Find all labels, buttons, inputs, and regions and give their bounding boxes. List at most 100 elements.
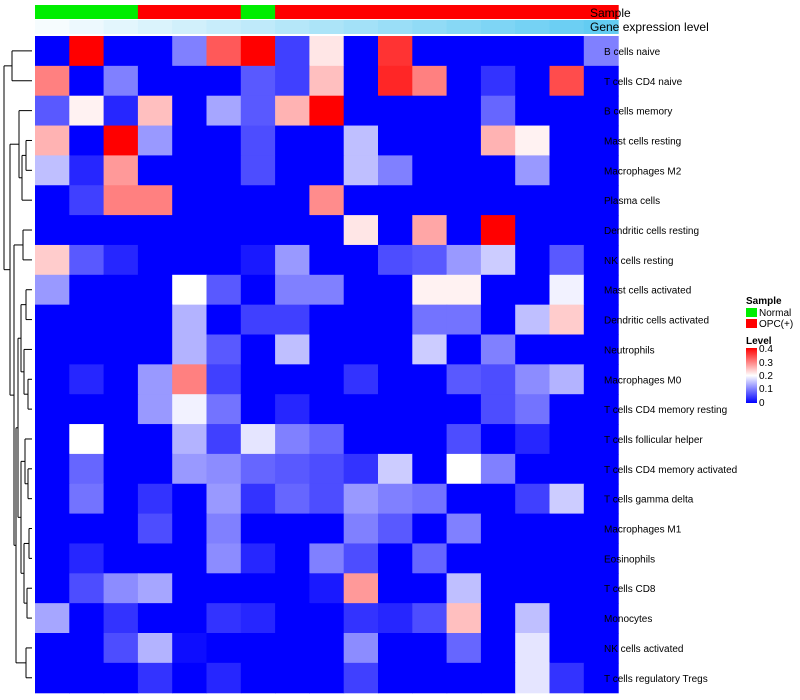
- heatmap-cell: [35, 424, 70, 455]
- heatmap-cell: [515, 95, 551, 127]
- heatmap-cell: [412, 95, 448, 127]
- heatmap-cell: [549, 244, 585, 276]
- heatmap-cell: [515, 65, 551, 97]
- heatmap-cell: [343, 633, 379, 664]
- heatmap-cell: [549, 274, 585, 306]
- heatmap-cell: [583, 453, 619, 485]
- heatmap-cell: [206, 274, 242, 306]
- heatmap-cell: [206, 543, 242, 574]
- heatmap-cell: [103, 244, 139, 276]
- heatmap-cell: [343, 95, 379, 127]
- heatmap-cell: [343, 543, 379, 574]
- heatmap-cell: [103, 483, 139, 515]
- heatmap-cell: [549, 573, 585, 604]
- heatmap-cell: [515, 424, 551, 455]
- heatmap-cell: [103, 36, 139, 67]
- heatmap-cell: [583, 304, 619, 336]
- heatmap-cell: [412, 513, 448, 545]
- heatmap-cell: [309, 244, 345, 276]
- sample-annotation-cell: [103, 5, 139, 19]
- heatmap-cell: [480, 36, 516, 67]
- heatmap-cell: [309, 185, 345, 216]
- heatmap-cell: [35, 543, 70, 574]
- heatmap-cell: [412, 543, 448, 574]
- row-label: T cells CD4 naive: [604, 77, 683, 88]
- heatmap-cell: [446, 453, 482, 485]
- expression-annotation-cell: [103, 20, 139, 34]
- heatmap-cell: [378, 424, 413, 455]
- sample-annotation-cell: [446, 5, 482, 19]
- heatmap-cell: [103, 364, 139, 395]
- legend: Sample Normal OPC(+) Level 0.4 0.3 0.2 0…: [746, 296, 793, 409]
- heatmap-cell: [275, 334, 310, 365]
- heatmap-cell: [549, 95, 585, 127]
- heatmap-cell: [480, 185, 516, 216]
- expression-annotation-cell: [549, 20, 585, 34]
- heatmap-cell: [69, 394, 105, 425]
- heatmap-cell: [515, 603, 551, 634]
- heatmap-cell: [172, 543, 208, 574]
- heatmap-cell: [309, 573, 345, 604]
- heatmap-cell: [69, 274, 105, 306]
- expression-annotation-cell: [206, 20, 242, 34]
- row-label: Monocytes: [604, 614, 652, 625]
- sample-annotation-cell: [275, 5, 310, 19]
- heatmap-cell: [515, 394, 551, 425]
- heatmap-cell: [206, 633, 242, 664]
- heatmap-cell: [172, 95, 208, 127]
- heatmap-cell: [583, 573, 619, 604]
- heatmap-cell: [35, 244, 70, 276]
- heatmap-cell: [309, 394, 345, 425]
- heatmap-cell: [446, 513, 482, 545]
- expression-annotation-cell: [69, 20, 105, 34]
- heatmap-cell: [240, 185, 276, 216]
- heatmap-cell: [378, 155, 413, 186]
- heatmap-cell: [583, 215, 619, 246]
- heatmap-cell: [515, 573, 551, 604]
- heatmap-cell: [103, 513, 139, 545]
- expression-annotation-cell: [480, 20, 516, 34]
- heatmap-cell: [343, 185, 379, 216]
- row-dendrogram: [3, 50, 32, 679]
- heatmap-cell: [69, 185, 105, 216]
- heatmap-cell: [412, 334, 448, 365]
- heatmap-cell: [103, 573, 139, 604]
- heatmap-cell: [583, 633, 619, 664]
- heatmap-cell: [378, 483, 413, 515]
- heatmap-cell: [103, 125, 139, 156]
- expression-annotation-cell: [275, 20, 310, 34]
- heatmap-cell: [309, 513, 345, 545]
- heatmap-cell: [240, 573, 276, 604]
- heatmap-cell: [103, 603, 139, 634]
- heatmap-cell: [275, 543, 310, 574]
- heatmap-cell: [378, 274, 413, 306]
- heatmap-cell: [240, 36, 276, 67]
- heatmap-cell: [103, 215, 139, 246]
- heatmap-cell: [583, 603, 619, 634]
- heatmap-cell: [275, 603, 310, 634]
- sample-annotation-cell: [172, 5, 208, 19]
- heatmap-cell: [172, 125, 208, 156]
- column-annotations: [35, 5, 619, 34]
- heatmap-cell: [549, 185, 585, 216]
- heatmap-cell: [137, 155, 173, 186]
- sample-annotation-cell: [583, 5, 619, 19]
- heatmap-cell: [309, 483, 345, 515]
- heatmap-cell: [240, 483, 276, 515]
- heatmap-cell: [206, 662, 242, 694]
- expression-annotation-cell: [172, 20, 208, 34]
- heatmap-cell: [412, 274, 448, 306]
- heatmap-cell: [378, 364, 413, 395]
- heatmap-cell: [172, 334, 208, 365]
- heatmap-cell: [240, 633, 276, 664]
- heatmap-cell: [103, 95, 139, 127]
- heatmap-cell: [69, 65, 105, 97]
- legend-level-title: Level: [746, 336, 772, 347]
- heatmap-cell: [549, 155, 585, 186]
- heatmap-cell: [137, 65, 173, 97]
- heatmap-cell: [103, 394, 139, 425]
- heatmap-cell: [343, 215, 379, 246]
- heatmap-cell: [206, 424, 242, 455]
- heatmap-cell: [309, 424, 345, 455]
